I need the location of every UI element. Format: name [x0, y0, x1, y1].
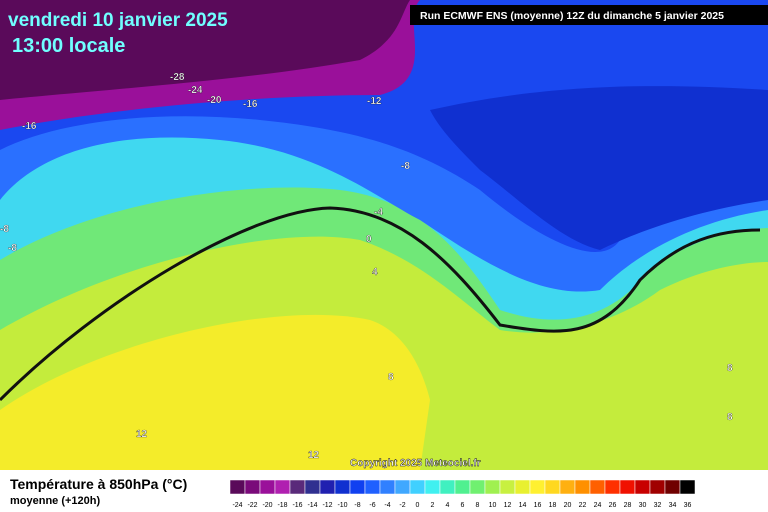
legend-tick-label: -6	[369, 502, 375, 509]
legend-tick-label: 36	[684, 502, 692, 509]
legend-swatch	[559, 479, 576, 495]
legend-tick-label: 24	[594, 502, 602, 509]
map-time: 13:00 locale	[12, 35, 125, 57]
legend-swatch	[319, 479, 336, 495]
legend-tick-label: -8	[354, 502, 360, 509]
legend-tick-label: -20	[262, 502, 272, 509]
legend-swatch	[379, 479, 396, 495]
legend-swatch	[649, 479, 666, 495]
contour-label: -16	[243, 99, 258, 110]
legend-swatch	[334, 479, 351, 495]
legend-tick-label: -22	[247, 502, 257, 509]
contour-label: -16	[22, 121, 37, 132]
legend-swatch	[544, 479, 561, 495]
legend-tick-label: -18	[277, 502, 287, 509]
legend-tick-label: 10	[489, 502, 497, 509]
legend-tick-label: -14	[307, 502, 317, 509]
contour-label: 4	[372, 267, 378, 278]
legend-swatch	[364, 479, 381, 495]
legend-swatch	[469, 479, 486, 495]
legend-tick-label: 4	[446, 502, 450, 509]
legend-tick-label: 16	[534, 502, 542, 509]
legend-tick-label: 0	[416, 502, 420, 509]
contour-label: 8	[727, 363, 733, 374]
legend-tick-label: -2	[399, 502, 405, 509]
contour-label: -24	[188, 85, 203, 96]
legend-swatch	[394, 479, 411, 495]
legend-tick-label: 34	[669, 502, 677, 509]
legend-tick-label: 22	[579, 502, 587, 509]
legend-tick-label: 32	[654, 502, 662, 509]
legend-tick-label: 20	[564, 502, 572, 509]
legend-swatch	[349, 479, 366, 495]
contour-label: -12	[367, 96, 382, 107]
legend-swatch	[589, 479, 606, 495]
contour-label: -8	[401, 161, 410, 172]
legend-tick-label: -12	[322, 502, 332, 509]
contour-label: 0	[366, 234, 372, 245]
legend-tick-label: 12	[504, 502, 512, 509]
map	[0, 0, 768, 470]
copyright: Copyright 2025 Meteociel.fr	[350, 458, 481, 469]
legend-swatch	[229, 479, 246, 495]
legend-swatch	[304, 479, 321, 495]
legend-swatch	[454, 479, 471, 495]
legend-swatch	[529, 479, 546, 495]
legend-swatch	[574, 479, 591, 495]
legend-swatch	[619, 479, 636, 495]
contour-label: -28	[170, 72, 185, 83]
contour-label: 8	[388, 372, 394, 383]
legend-tick-label: 28	[624, 502, 632, 509]
legend-tick-label: -10	[337, 502, 347, 509]
legend-tick-label: 26	[609, 502, 617, 509]
contour-label: 8	[727, 412, 733, 423]
legend-swatch	[439, 479, 456, 495]
legend-tick-label: -4	[384, 502, 390, 509]
map-date: vendredi 10 janvier 2025	[8, 10, 228, 31]
legend-title: Température à 850hPa (°C)	[10, 476, 187, 492]
legend-swatch	[604, 479, 621, 495]
contour-label: -8	[8, 243, 17, 254]
contour-label: -8	[0, 224, 9, 235]
legend-tick-label: 18	[549, 502, 557, 509]
legend-swatch	[634, 479, 651, 495]
contour-label: 12	[136, 429, 148, 440]
legend-tick-label: 2	[431, 502, 435, 509]
legend-swatch	[484, 479, 501, 495]
legend-swatch	[499, 479, 516, 495]
legend-swatch	[664, 479, 681, 495]
run-info: Run ECMWF ENS (moyenne) 12Z du dimanche …	[420, 10, 724, 22]
legend-swatch	[514, 479, 531, 495]
legend-tick-label: 6	[461, 502, 465, 509]
legend-tick-label: 8	[476, 502, 480, 509]
contour-label: -4	[374, 207, 383, 218]
legend-swatch	[244, 479, 261, 495]
legend-swatch	[409, 479, 426, 495]
legend-swatch	[424, 479, 441, 495]
legend-swatch	[679, 479, 696, 495]
contour-label: 12	[308, 450, 320, 461]
legend-tick-label: -16	[292, 502, 302, 509]
legend-tick-label: 14	[519, 502, 527, 509]
legend-subtitle: moyenne (+120h)	[10, 495, 101, 507]
legend-swatch	[274, 479, 291, 495]
legend-tick-label: 30	[639, 502, 647, 509]
legend-tick-label: -24	[232, 502, 242, 509]
legend-swatch	[289, 479, 306, 495]
legend-swatch	[259, 479, 276, 495]
contour-label: -20	[207, 95, 222, 106]
